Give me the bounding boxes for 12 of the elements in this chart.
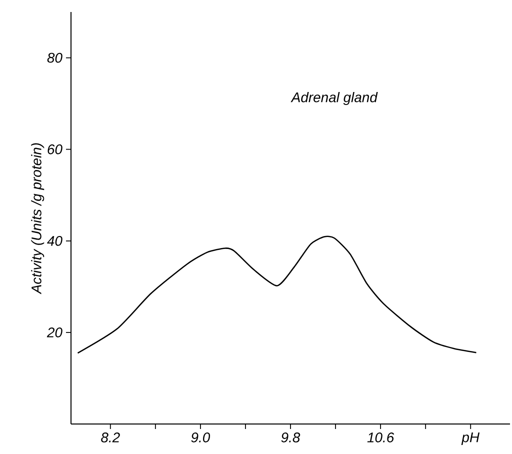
x-tick-label: 8.2 [101, 432, 120, 442]
y-tick-label: 20 [46, 327, 62, 338]
x-tick-label: pH [461, 432, 480, 446]
y-tick-label: 40 [47, 236, 62, 246]
y-axis-title: Activity (Units /g protein) [31, 143, 44, 294]
annotation: Adrenal gland [290, 92, 378, 106]
x-tick-label: 9.8 [281, 432, 300, 442]
x-tick-label: 10.6 [367, 432, 394, 442]
line-series [77, 236, 477, 354]
y-tick-label: 80 [47, 52, 62, 63]
x-tick-label: 9.0 [191, 432, 210, 442]
y-tick-label: 60 [48, 144, 62, 154]
